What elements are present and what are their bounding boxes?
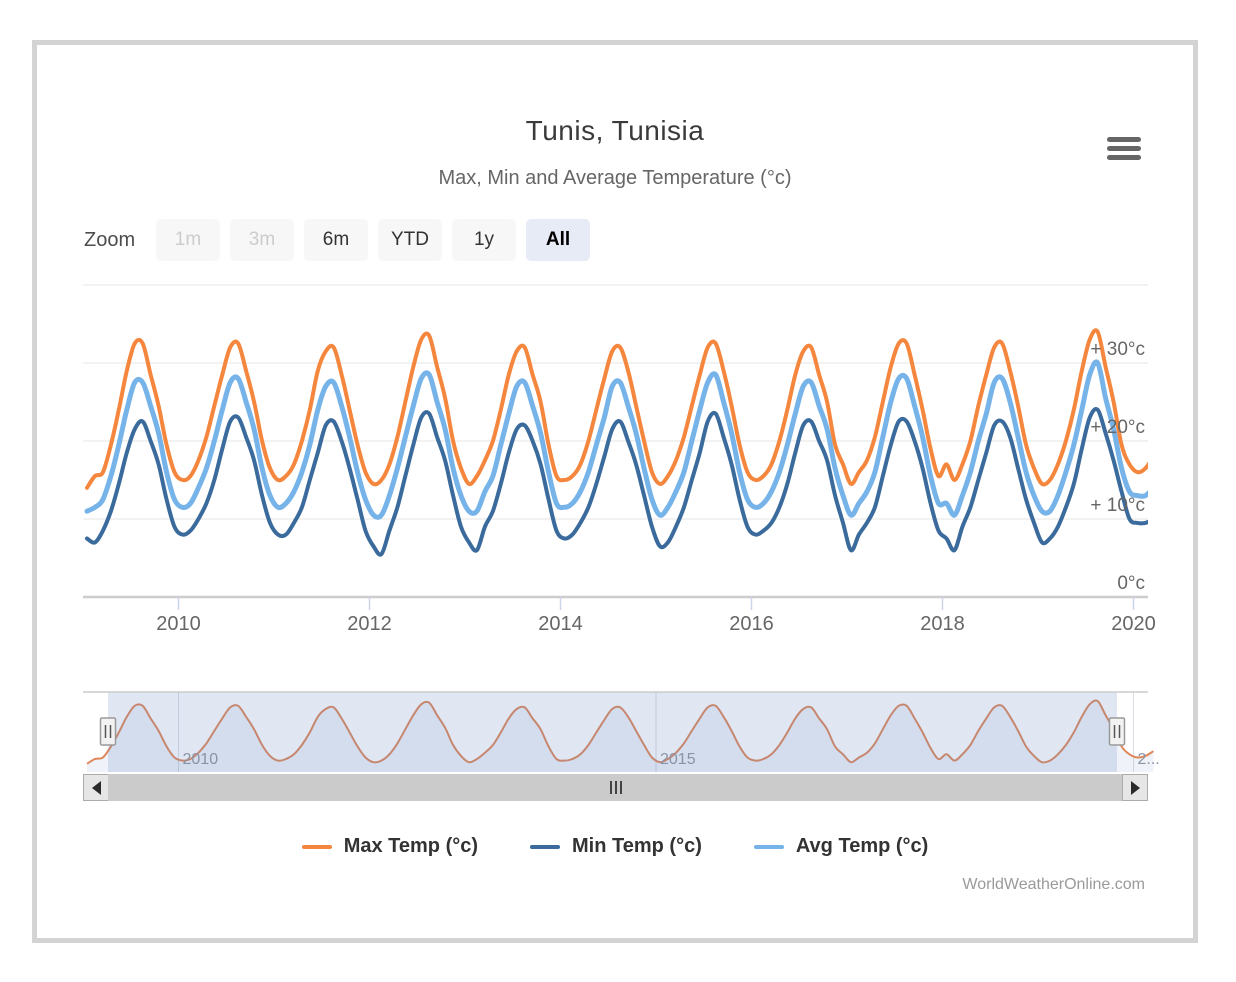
x-axis-label: 2010: [156, 613, 201, 635]
chart-panel: Tunis, Tunisia Max, Min and Average Temp…: [32, 40, 1198, 943]
main-chart[interactable]: 2010 2012 2014 2016 2018 2020 0°c + 10°c + 20°c +…: [37, 266, 1193, 646]
y-axis-label: + 30°c: [1090, 339, 1145, 360]
navigator-area: [86, 700, 1154, 772]
navigator-year-label: 2015: [660, 751, 696, 768]
zoom-button[interactable]: 6m: [304, 219, 368, 261]
zoom-label: Zoom: [84, 228, 136, 251]
legend-item-avg[interactable]: Avg Temp (°c): [753, 835, 929, 858]
min-temp-line-icon: [530, 844, 561, 849]
navigator-year-label: 2...: [1138, 751, 1160, 768]
chart-subtitle: Max, Min and Average Temperature (°c): [438, 167, 792, 189]
left-arrow-icon: [91, 780, 101, 795]
scrollbar-right-arrow[interactable]: [1122, 774, 1148, 801]
series-line-max: [84, 328, 1148, 490]
zoom-button: 3m: [230, 219, 294, 261]
zoom-button: 1m: [156, 219, 220, 261]
zoom-button[interactable]: 1y: [452, 219, 516, 261]
legend-label: Min Temp (°c): [572, 835, 702, 857]
legend-item-max[interactable]: Max Temp (°c): [301, 835, 479, 858]
legend: Max Temp (°c) Min Temp (°c) Avg Temp (°c…: [37, 835, 1193, 858]
avg-temp-line-icon: [753, 844, 784, 849]
navigator-year-label: 2010: [183, 751, 219, 768]
range-selector: Zoom 1m 3m 6m YTD 1y All: [84, 219, 600, 261]
zoom-button[interactable]: YTD: [378, 219, 442, 261]
scrollbar-left-arrow[interactable]: [83, 774, 109, 801]
y-axis-label: 0°c: [1117, 573, 1145, 594]
x-axis-label: 2016: [729, 613, 774, 635]
navigator[interactable]: 2010 2015 2...: [37, 690, 1193, 774]
max-temp-line-icon: [301, 844, 332, 849]
series-line-min: [84, 407, 1148, 557]
scrollbar-thumb[interactable]: [108, 774, 1123, 801]
legend-label: Max Temp (°c): [343, 835, 479, 857]
right-arrow-icon: [1130, 780, 1140, 795]
navigator-mask[interactable]: [108, 692, 1117, 772]
legend-item-min[interactable]: Min Temp (°c): [530, 835, 702, 858]
x-axis-label: 2020: [1111, 613, 1156, 635]
zoom-button[interactable]: All: [526, 219, 590, 261]
x-axis-label: 2018: [920, 613, 965, 635]
credits-link[interactable]: WorldWeatherOnline.com: [962, 876, 1145, 893]
navigator-line: [86, 699, 1154, 765]
y-axis-label: + 20°c: [1090, 417, 1145, 438]
legend-label: Avg Temp (°c): [795, 835, 929, 857]
x-axis-label: 2014: [538, 613, 583, 635]
y-axis-label: + 10°c: [1090, 495, 1145, 516]
x-axis-label: 2012: [347, 613, 392, 635]
chart-title: Tunis, Tunisia: [525, 115, 705, 146]
navigator-handle-right[interactable]: [1108, 717, 1126, 746]
scrollbar[interactable]: [83, 774, 1148, 801]
hamburger-menu-icon[interactable]: [1107, 137, 1141, 161]
navigator-handle-left[interactable]: [99, 717, 117, 746]
series-line-avg: [84, 359, 1148, 520]
